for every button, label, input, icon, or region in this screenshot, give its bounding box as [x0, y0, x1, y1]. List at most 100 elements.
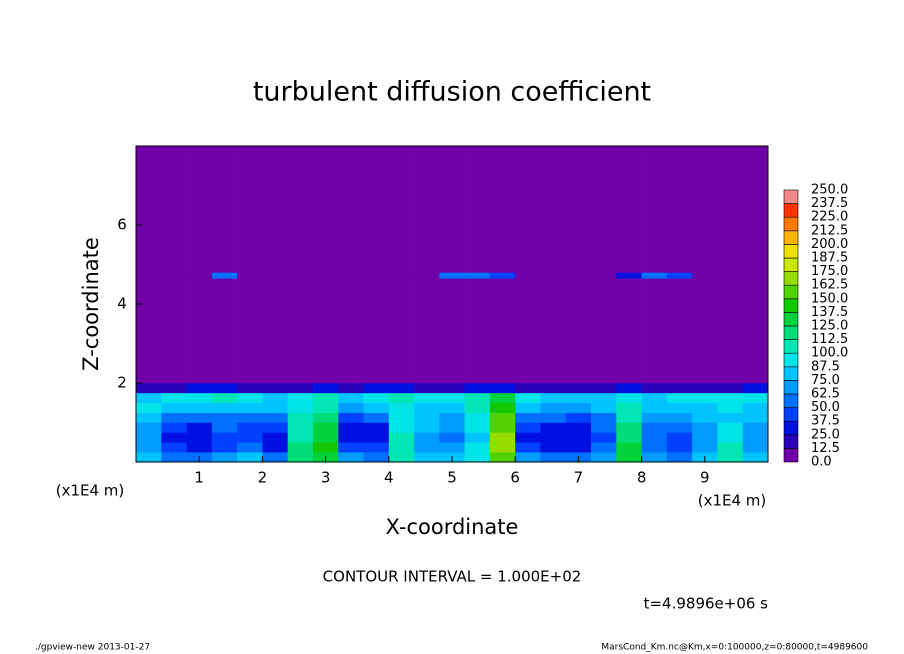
heatmap-cell — [742, 278, 769, 384]
heatmap-cell — [414, 272, 440, 279]
heatmap-cell — [363, 392, 390, 404]
heatmap-cell — [312, 402, 339, 413]
heatmap-cell — [237, 146, 263, 273]
colorbar-box — [783, 339, 799, 354]
heatmap-cell — [666, 412, 693, 423]
heatmap-cell — [464, 412, 491, 423]
heatmap-cell — [616, 392, 642, 404]
colorbar-label: 137.5 — [811, 305, 848, 320]
heatmap-cell — [338, 432, 364, 443]
heatmap-cell — [464, 452, 491, 463]
heatmap-cell — [161, 442, 187, 453]
colorbar-box — [783, 312, 799, 327]
heatmap-cell — [312, 383, 339, 394]
heatmap-cell — [540, 278, 567, 384]
heatmap-cell — [161, 432, 187, 443]
heatmap-cell — [363, 146, 390, 273]
heatmap-cell — [565, 412, 592, 423]
heatmap-cell — [338, 422, 364, 433]
heatmap-cell — [136, 383, 162, 394]
heatmap-cell — [489, 383, 516, 394]
colorbar-box — [783, 189, 799, 204]
heatmap-cell — [666, 278, 693, 384]
heatmap-cell — [363, 383, 390, 394]
heatmap-cell — [439, 402, 465, 413]
heatmap-cell — [136, 278, 162, 384]
heatmap-cell — [186, 412, 213, 423]
heatmap-cell — [666, 402, 693, 413]
heatmap-cell — [565, 432, 592, 443]
heatmap-cell — [591, 422, 617, 433]
heatmap-cell — [464, 146, 491, 273]
heatmap-cell — [641, 272, 668, 279]
heatmap-cell — [287, 432, 314, 443]
x-tick-label: 3 — [321, 469, 331, 487]
heatmap-cell — [641, 442, 668, 453]
x-tick-label: 7 — [574, 469, 584, 487]
heatmap-cell — [489, 392, 516, 404]
heatmap-cell — [540, 392, 567, 404]
heatmap-cell — [616, 442, 642, 453]
y-tick-label: 6 — [117, 216, 127, 234]
x-tick-label: 1 — [194, 469, 204, 487]
heatmap-cell — [464, 383, 491, 394]
heatmap-cell — [388, 392, 415, 404]
heatmap-cell — [312, 392, 339, 404]
heatmap-cell — [641, 402, 668, 413]
y-tick-label: 2 — [117, 374, 127, 392]
heatmap-cell — [717, 412, 744, 423]
heatmap-cell — [136, 452, 162, 463]
heatmap-cell — [186, 146, 213, 273]
heatmap-cell — [262, 422, 288, 433]
heatmap-cell — [237, 432, 263, 443]
heatmap-cell — [540, 402, 567, 413]
heatmap-cell — [692, 383, 718, 394]
heatmap-cell — [262, 278, 288, 384]
colorbar-box — [783, 325, 799, 340]
x-tick-label: 4 — [384, 469, 394, 487]
heatmap-cell — [515, 146, 541, 273]
heatmap-cell — [717, 383, 744, 394]
heatmap-cell — [742, 146, 769, 273]
y-axis-label: Z-coordinate — [79, 237, 103, 371]
heatmap-cell — [237, 422, 263, 433]
colorbar-label: 237.5 — [811, 196, 848, 211]
heatmap-cell — [742, 272, 769, 279]
colorbar-box — [783, 434, 799, 449]
heatmap-cell — [161, 412, 187, 423]
colorbar-label: 62.5 — [811, 387, 840, 402]
heatmap-cell — [464, 432, 491, 443]
heatmap-cell — [565, 392, 592, 404]
heatmap-cell — [641, 392, 668, 404]
heatmap-cell — [742, 412, 769, 423]
heatmap-cell — [414, 442, 440, 453]
colorbar-label: 125.0 — [811, 319, 848, 334]
colorbar-box — [783, 393, 799, 408]
heatmap-cell — [161, 402, 187, 413]
colorbar-box — [783, 448, 799, 463]
heatmap-cell — [666, 452, 693, 463]
colorbar-box — [783, 284, 799, 300]
colorbar-box — [783, 271, 799, 286]
heatmap-cell — [363, 422, 390, 433]
heatmap-cell — [591, 146, 617, 273]
colorbar-label: 87.5 — [811, 359, 840, 374]
y-tick-label: 4 — [117, 295, 127, 313]
heatmap-cell — [161, 272, 187, 279]
heatmap-cell — [262, 146, 288, 273]
heatmap-cell — [540, 272, 567, 279]
heatmap-cell — [565, 442, 592, 453]
heatmap-cell — [540, 432, 567, 443]
heatmap-cell — [439, 412, 465, 423]
heatmap-cell — [186, 402, 213, 413]
heatmap-cell — [388, 412, 415, 423]
heatmap-cell — [161, 452, 187, 463]
colorbar-box — [783, 244, 799, 259]
colorbar-label: 0.0 — [811, 455, 832, 470]
heatmap-cell — [565, 402, 592, 413]
heatmap-cell — [262, 402, 288, 413]
heatmap-cell — [161, 383, 187, 394]
heatmap-cell — [464, 392, 491, 404]
heatmap-cell — [464, 402, 491, 413]
